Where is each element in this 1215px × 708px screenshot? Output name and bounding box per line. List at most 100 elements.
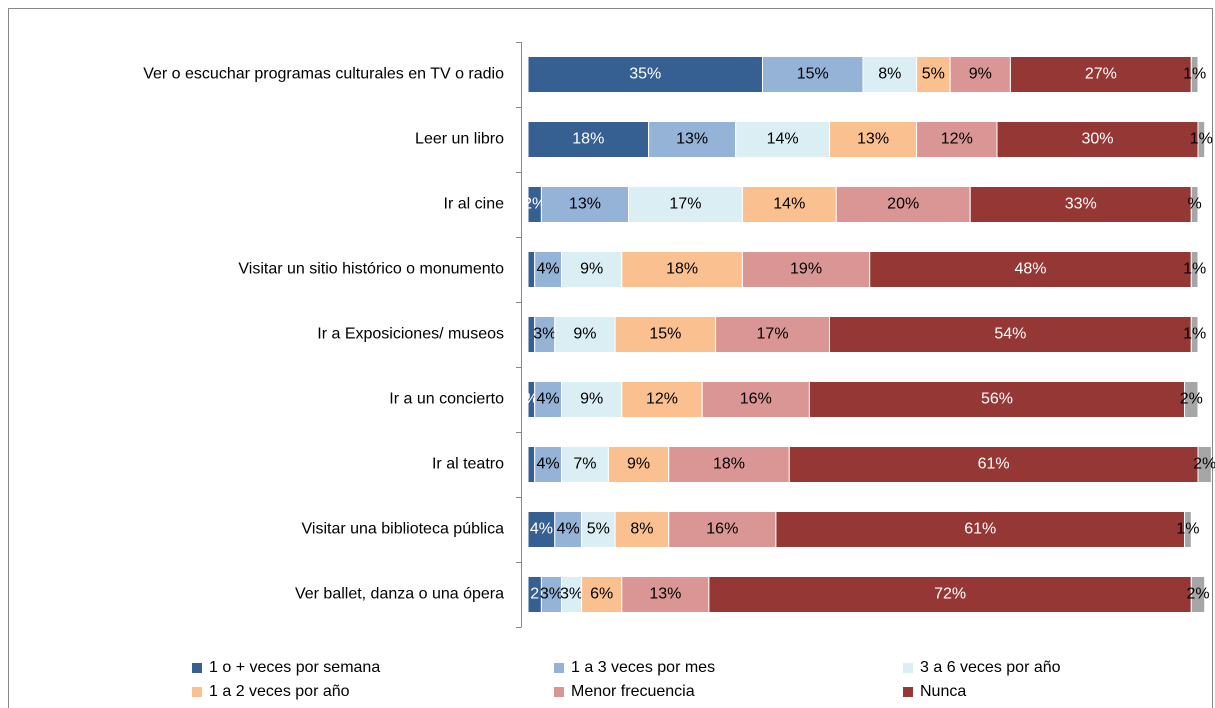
bar-segment [1009, 56, 1192, 93]
legend-label: 1 a 2 veces por año [209, 683, 350, 700]
bar-segment [561, 381, 623, 418]
y-tick-label: Leer un libro [415, 131, 504, 148]
bar-segment [701, 381, 810, 418]
data-label: 4% [537, 261, 560, 278]
data-label: 2% [523, 196, 546, 213]
data-label: 19% [790, 261, 822, 278]
data-label: 16% [740, 391, 772, 408]
legend-swatch [903, 663, 913, 673]
bar-segment [527, 446, 536, 483]
legend-swatch [192, 687, 202, 697]
data-label: 9% [627, 456, 650, 473]
y-tick-label: Ir al teatro [432, 456, 504, 473]
data-label: 2% [1186, 586, 1209, 603]
data-label: 3% [533, 326, 556, 343]
bar-segment [614, 316, 717, 353]
y-tick-label: Ver ballet, danza o una ópera [295, 586, 504, 603]
data-label: 35% [629, 66, 661, 83]
bar-segment [534, 251, 563, 288]
y-tick-label: Ir a un concierto [389, 391, 504, 408]
data-label: 18% [713, 456, 745, 473]
data-label: 2 [530, 586, 539, 603]
data-label: 15% [649, 326, 681, 343]
legend-swatch [192, 663, 202, 673]
data-label: 1% [1183, 326, 1206, 343]
data-label: 9% [573, 326, 596, 343]
bar-segment [540, 186, 630, 223]
data-label: 12% [941, 131, 973, 148]
legend-swatch [903, 687, 913, 697]
data-label: 27% [1085, 66, 1117, 83]
bar-segment [869, 251, 1192, 288]
bar-segment [1190, 186, 1199, 223]
legend-label: Menor frecuencia [571, 683, 695, 700]
data-label: 30% [1081, 131, 1113, 148]
bar-segment [1184, 381, 1199, 418]
legend-label: 1 a 3 veces por mes [571, 659, 715, 676]
bar-segment [621, 576, 710, 613]
bar-segment [527, 251, 536, 288]
bar-segment [561, 446, 609, 483]
bar-segment [554, 511, 583, 548]
bar-segment [614, 511, 670, 548]
data-label: 1% [1176, 521, 1199, 538]
bar-segment [527, 56, 763, 93]
data-label: 3% [560, 586, 583, 603]
bar-segment [708, 576, 1192, 613]
data-label: 2% [1193, 456, 1215, 473]
bar-segment [1197, 446, 1212, 483]
data-label: 13% [857, 131, 889, 148]
y-tick-label: Visitar un sitio histórico o monumento [238, 261, 504, 278]
legend-label: 3 a 6 veces por año [920, 659, 1061, 676]
bar-segment [1190, 316, 1199, 353]
data-label: 18% [572, 131, 604, 148]
bar-segment [835, 186, 971, 223]
data-label: 48% [1014, 261, 1046, 278]
bar-segment [1190, 251, 1199, 288]
y-tick-label: Ir a Exposiciones/ museos [317, 326, 504, 343]
data-label: 9% [969, 66, 992, 83]
bar-segment [1197, 121, 1206, 158]
data-label: % [1188, 196, 1202, 213]
data-label: 1% [1190, 131, 1213, 148]
bar-segment [607, 446, 670, 483]
bar-segment [1190, 576, 1206, 613]
bar-segment [829, 316, 1192, 353]
data-label: 4% [537, 391, 560, 408]
y-tick-label: Visitar una biblioteca pública [302, 521, 505, 538]
data-label: 3% [540, 586, 563, 603]
bar-segment [1190, 56, 1199, 93]
bar-segment [808, 381, 1186, 418]
bar-segment [581, 511, 616, 548]
bar-segment [969, 186, 1192, 223]
data-label: 56% [981, 391, 1013, 408]
bar-segment [621, 251, 743, 288]
bar-segment [621, 381, 703, 418]
y-tick-label: Ver o escuchar programas culturales en T… [143, 66, 504, 83]
bar-segment [534, 446, 563, 483]
bar-segment [527, 121, 650, 158]
bar-segment [949, 56, 1011, 93]
bar-segment [916, 56, 951, 93]
data-label: 61% [978, 456, 1010, 473]
data-label: 33% [1065, 196, 1097, 213]
data-label: 6% [590, 586, 613, 603]
bar-segment [735, 121, 831, 158]
data-label: 72% [934, 586, 966, 603]
data-label: 18% [666, 261, 698, 278]
chart-border [8, 8, 1213, 708]
bar-segment [668, 446, 790, 483]
data-label: 20% [887, 196, 919, 213]
data-label: 17% [669, 196, 701, 213]
data-label: 9% [580, 261, 603, 278]
data-label: 4% [557, 521, 580, 538]
legend-label: Nunca [920, 683, 966, 700]
data-label: 1% [1183, 66, 1206, 83]
bar-segment [916, 121, 998, 158]
data-label: 5% [922, 66, 945, 83]
bar-segment [668, 511, 777, 548]
data-label: 17% [757, 326, 789, 343]
bar-segment [862, 56, 918, 93]
data-label: 9% [580, 391, 603, 408]
